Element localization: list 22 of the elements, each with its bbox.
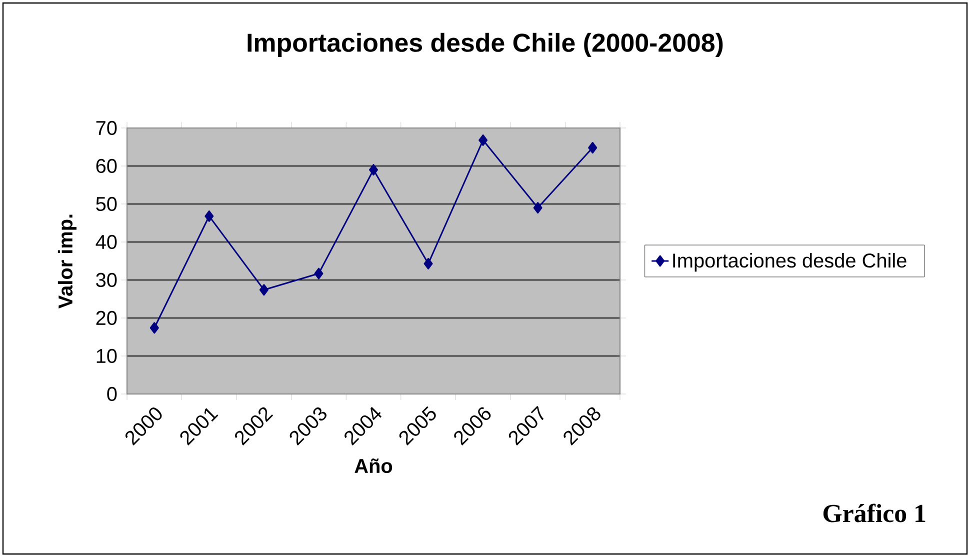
y-tick-label: 30 <box>96 272 117 288</box>
chart-title: Importaciones desde Chile (2000-2008) <box>248 32 723 58</box>
point <box>369 164 378 176</box>
y-tick-label: 20 <box>96 310 117 326</box>
point <box>314 268 324 280</box>
point <box>533 202 542 214</box>
legend-label: Importaciones desde Chile <box>673 253 906 272</box>
point <box>204 210 214 222</box>
point <box>478 134 488 146</box>
y-tick-label: 50 <box>96 196 117 212</box>
y-tick-label: 10 <box>96 348 117 364</box>
point <box>588 142 598 154</box>
point <box>150 322 159 334</box>
point <box>424 258 433 270</box>
y-axis-title: Valor imp. <box>58 214 76 308</box>
y-tick-label: 60 <box>96 158 117 174</box>
y-tick-label: 40 <box>96 234 117 250</box>
text: Gráfico 1 <box>823 504 926 522</box>
point <box>259 284 268 296</box>
y-tick-label: 0 <box>107 386 117 402</box>
y-tick-label: 70 <box>96 120 117 136</box>
x-axis-title: Año <box>354 458 392 474</box>
